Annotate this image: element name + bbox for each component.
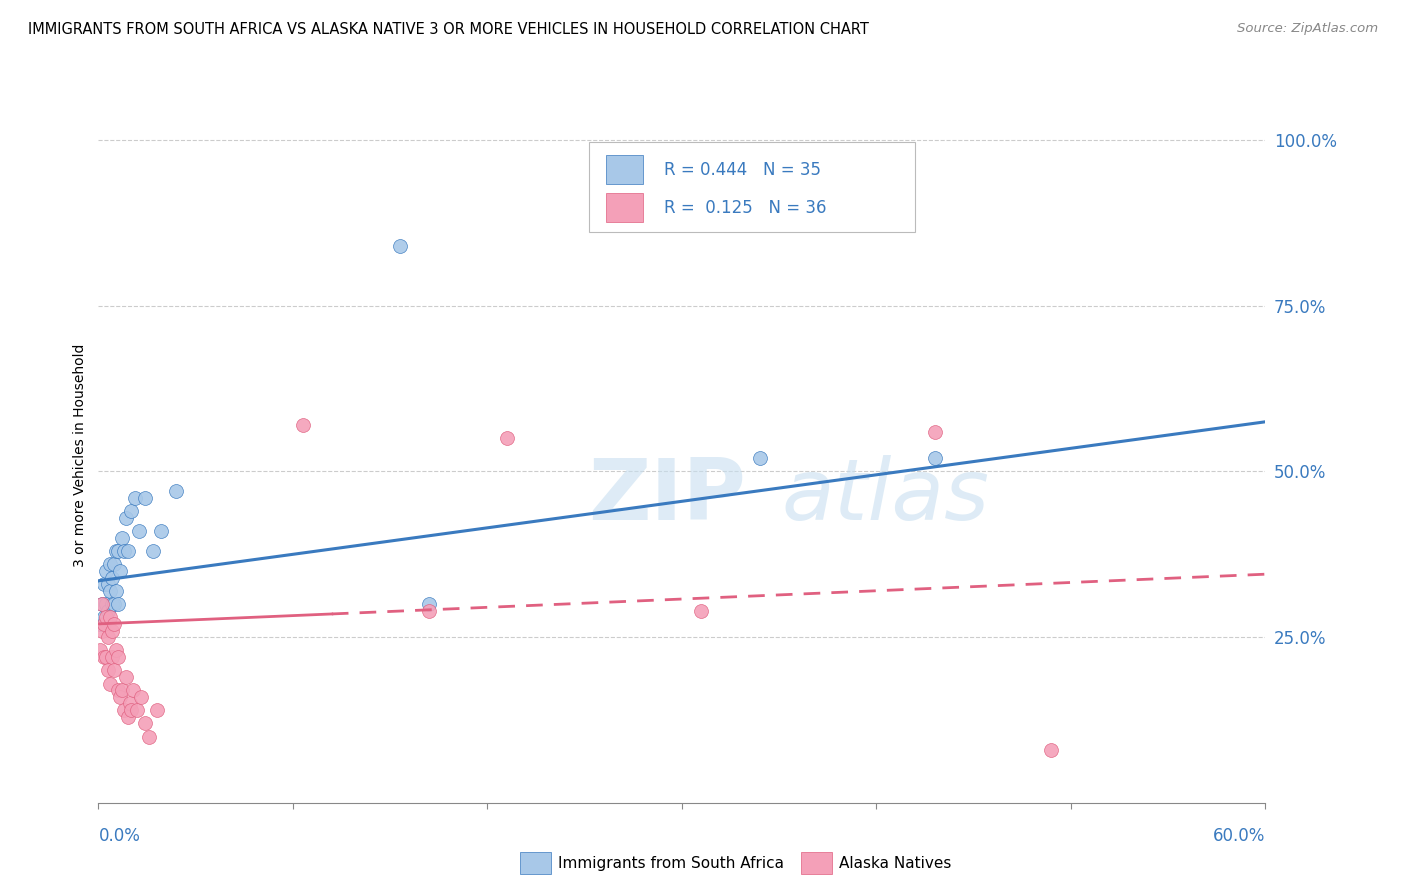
Point xyxy=(418,604,440,618)
Point xyxy=(96,597,118,611)
Point xyxy=(129,690,152,704)
FancyBboxPatch shape xyxy=(589,142,915,232)
Point xyxy=(97,577,120,591)
Point xyxy=(118,697,141,711)
Point xyxy=(101,570,124,584)
Point xyxy=(748,451,770,466)
Point xyxy=(101,597,124,611)
Point xyxy=(104,544,127,558)
Point xyxy=(108,564,131,578)
Point xyxy=(104,643,127,657)
Text: IMMIGRANTS FROM SOUTH AFRICA VS ALASKA NATIVE 3 OR MORE VEHICLES IN HOUSEHOLD CO: IMMIGRANTS FROM SOUTH AFRICA VS ALASKA N… xyxy=(28,22,869,37)
Point xyxy=(91,597,114,611)
Text: R =  0.125   N = 36: R = 0.125 N = 36 xyxy=(665,199,827,217)
Point xyxy=(98,610,121,624)
Point xyxy=(97,604,120,618)
Text: ZIP: ZIP xyxy=(589,455,747,538)
Y-axis label: 3 or more Vehicles in Household: 3 or more Vehicles in Household xyxy=(73,343,87,566)
Point xyxy=(128,524,150,538)
Point xyxy=(98,676,121,690)
Point xyxy=(117,544,139,558)
Point xyxy=(104,583,127,598)
Point xyxy=(138,730,160,744)
Point xyxy=(97,630,120,644)
Point xyxy=(93,610,115,624)
Text: Alaska Natives: Alaska Natives xyxy=(839,856,952,871)
Bar xyxy=(606,154,644,184)
Point xyxy=(93,577,115,591)
Bar xyxy=(606,193,644,222)
Point xyxy=(103,616,125,631)
Point xyxy=(96,564,118,578)
Point xyxy=(495,431,517,445)
Point xyxy=(1040,743,1063,757)
Point xyxy=(98,583,121,598)
Point xyxy=(134,491,156,505)
Point xyxy=(91,624,114,638)
Point xyxy=(121,703,143,717)
Point xyxy=(96,610,118,624)
Point xyxy=(291,418,314,433)
Point xyxy=(124,491,146,505)
Point xyxy=(149,524,172,538)
Point xyxy=(690,604,713,618)
Text: Immigrants from South Africa: Immigrants from South Africa xyxy=(558,856,785,871)
Point xyxy=(112,703,135,717)
Point xyxy=(107,597,129,611)
Point xyxy=(91,597,114,611)
Point xyxy=(924,451,946,466)
Point xyxy=(97,663,120,677)
Point xyxy=(122,683,145,698)
Point xyxy=(107,544,129,558)
Point xyxy=(107,650,129,665)
Text: atlas: atlas xyxy=(782,455,988,538)
Point xyxy=(98,558,121,572)
Point xyxy=(103,597,125,611)
Point xyxy=(112,544,135,558)
Point xyxy=(924,425,946,439)
Point xyxy=(121,504,143,518)
Point xyxy=(111,531,134,545)
Text: R = 0.444   N = 35: R = 0.444 N = 35 xyxy=(665,161,821,178)
Point xyxy=(89,616,111,631)
Point xyxy=(142,544,165,558)
Point xyxy=(93,616,115,631)
Point xyxy=(134,716,156,731)
Point xyxy=(146,703,169,717)
Point xyxy=(96,650,118,665)
Point xyxy=(103,558,125,572)
Point xyxy=(165,484,187,499)
Point xyxy=(93,650,115,665)
Point xyxy=(117,709,139,723)
Point xyxy=(107,683,129,698)
Point xyxy=(101,624,124,638)
Text: 60.0%: 60.0% xyxy=(1213,827,1265,845)
Point xyxy=(114,670,136,684)
Point xyxy=(101,650,124,665)
Point xyxy=(103,663,125,677)
Text: Source: ZipAtlas.com: Source: ZipAtlas.com xyxy=(1237,22,1378,36)
Point xyxy=(114,511,136,525)
Point xyxy=(418,597,440,611)
Point xyxy=(111,683,134,698)
Point xyxy=(127,703,149,717)
Point xyxy=(108,690,131,704)
Text: 0.0%: 0.0% xyxy=(98,827,141,845)
Point xyxy=(388,239,411,253)
Point xyxy=(89,643,111,657)
